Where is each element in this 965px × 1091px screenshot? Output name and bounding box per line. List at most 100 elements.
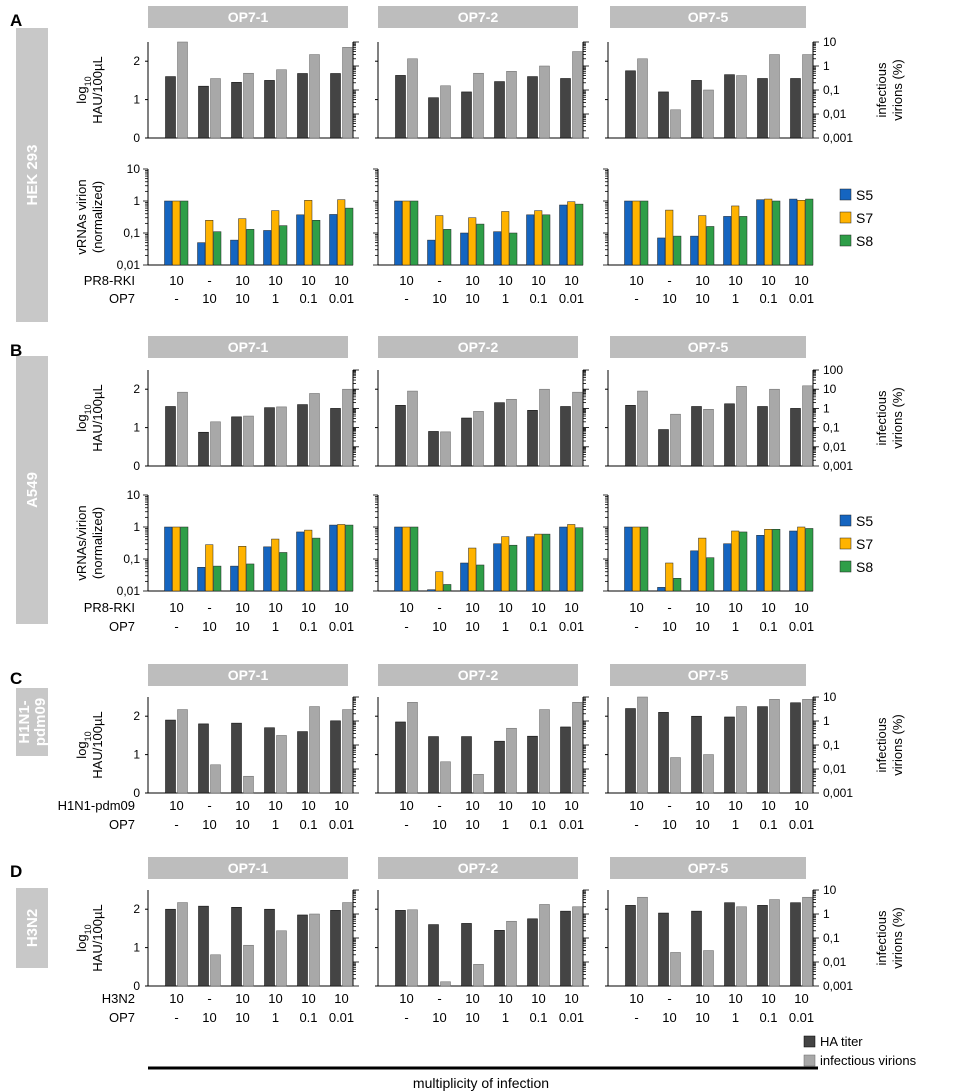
infectious-virions-bar <box>309 913 320 987</box>
segment-s7-bar <box>238 218 247 266</box>
ha-titer-bar <box>264 727 275 794</box>
legend-swatch-ha <box>803 1035 816 1048</box>
op7-row-label: OP7 <box>109 291 135 306</box>
segment-s8-bar <box>542 533 551 592</box>
ha-titer-bar <box>198 905 209 987</box>
x-label-virus: 10 <box>268 991 282 1006</box>
x-label-op7: 0.01 <box>789 1010 814 1025</box>
ha-titer-bar <box>165 908 176 987</box>
cell-line-bar <box>16 356 48 624</box>
titer-legend: HA titer infectious virions <box>803 1034 917 1068</box>
panel-title-bg <box>378 6 578 28</box>
x-label-virus: 10 <box>794 600 808 615</box>
ha-titer-bar <box>560 78 571 139</box>
segment-s7-bar <box>337 524 346 592</box>
infectious-virions-bar <box>177 902 188 987</box>
segment-s8-bar <box>706 226 715 266</box>
y-label-sub: 10 <box>83 924 93 934</box>
panel-title-bg <box>378 336 578 358</box>
x-label-op7: 0.1 <box>529 619 547 634</box>
titer-y-label: log10 <box>74 924 93 951</box>
segment-s7-bar <box>205 220 214 266</box>
panel-title-bg <box>378 664 578 686</box>
infectious-virions-bar <box>670 109 681 139</box>
panel-title-bg <box>378 857 578 879</box>
infectious-virions-bar <box>440 85 451 139</box>
ha-titer-bar <box>264 407 275 467</box>
x-label-virus: 10 <box>695 991 709 1006</box>
infectious-virions-bar <box>210 764 221 794</box>
infectious-virions-bar <box>440 981 451 987</box>
x-label-op7: 0.01 <box>789 619 814 634</box>
x-label-op7: - <box>174 817 178 832</box>
section-label-D: D <box>10 862 22 881</box>
ha-titer-bar <box>658 912 669 987</box>
cell-line-label: HEK 293 <box>24 145 41 206</box>
cell-line-label: H1N1- <box>16 700 33 743</box>
y-tick-label: 0 <box>133 979 140 993</box>
segment-s8-bar <box>443 229 452 266</box>
infectious-virions-bar <box>769 388 780 467</box>
x-label-virus: 10 <box>268 798 282 813</box>
x-label-virus: 10 <box>761 798 775 813</box>
infectious-virions-bar <box>506 727 517 794</box>
x-label-op7: 0.1 <box>529 291 547 306</box>
x-label-virus: - <box>207 273 211 288</box>
x-label-virus: 10 <box>235 273 249 288</box>
x-label-virus: 10 <box>695 798 709 813</box>
x-label-op7: 10 <box>432 291 446 306</box>
segment-s5-bar <box>394 526 403 592</box>
titer-y-label: log10 <box>74 731 93 758</box>
segment-s5-bar <box>559 204 568 266</box>
segment-s5-bar <box>427 239 436 266</box>
vrna-y-tick-label: 0,01 <box>117 258 141 272</box>
x-label-virus: 10 <box>564 798 578 813</box>
x-label-virus: 10 <box>728 273 742 288</box>
segment-s7-bar <box>567 201 576 266</box>
x-label-op7: 0.01 <box>559 1010 584 1025</box>
x-label-op7: 10 <box>235 817 249 832</box>
x-label-op7: 10 <box>465 1010 479 1025</box>
infectious-virions-bar <box>539 709 550 794</box>
infectious-virions-bar <box>342 709 353 794</box>
x-label-virus: 10 <box>399 798 413 813</box>
ha-titer-bar <box>461 923 472 987</box>
y-tick-label: 0 <box>133 786 140 800</box>
segment-s5-bar <box>197 567 206 592</box>
x-label-op7: 1 <box>732 1010 739 1025</box>
vrna-y-label-line1: vRNAs/virion <box>74 505 89 580</box>
x-label-op7: 0.1 <box>529 1010 547 1025</box>
y2-label-line2: virions (%) <box>890 714 905 775</box>
x-label-virus: - <box>207 991 211 1006</box>
vrna-y-label-line1: vRNAs virion <box>74 179 89 254</box>
segment-s7-bar <box>534 533 543 592</box>
x-label-virus: 10 <box>564 991 578 1006</box>
x-label-virus: 10 <box>268 273 282 288</box>
legend-label-s5: S5 <box>856 187 873 203</box>
ha-titer-bar <box>527 76 538 139</box>
segment-s8-bar <box>180 200 189 266</box>
y-label-sub: 10 <box>83 731 93 741</box>
segment-s5-bar <box>624 200 633 266</box>
x-label-virus: - <box>437 798 441 813</box>
segment-s5-bar <box>690 550 699 592</box>
x-label-virus: - <box>667 991 671 1006</box>
segment-s8-bar <box>575 203 584 266</box>
infectious-virions-bar <box>670 952 681 987</box>
x-label-virus: 10 <box>169 600 183 615</box>
x-label-virus: 10 <box>268 600 282 615</box>
infectious-virions-bar <box>210 421 221 467</box>
segment-s8-bar <box>246 563 255 592</box>
segment-s8-bar <box>772 200 781 266</box>
x-label-virus: 10 <box>334 600 348 615</box>
segment-s7-bar <box>501 211 510 266</box>
x-label-op7: 10 <box>695 1010 709 1025</box>
x-label-op7: - <box>634 817 638 832</box>
segment-s5-bar <box>263 546 272 592</box>
x-label-virus: 10 <box>629 600 643 615</box>
x-label-virus: 10 <box>564 273 578 288</box>
ha-titer-bar <box>560 406 571 467</box>
titer-y-label: log10 <box>74 404 93 431</box>
legend-label-s5: S5 <box>856 513 873 529</box>
panel-title: OP7-5 <box>688 860 729 876</box>
